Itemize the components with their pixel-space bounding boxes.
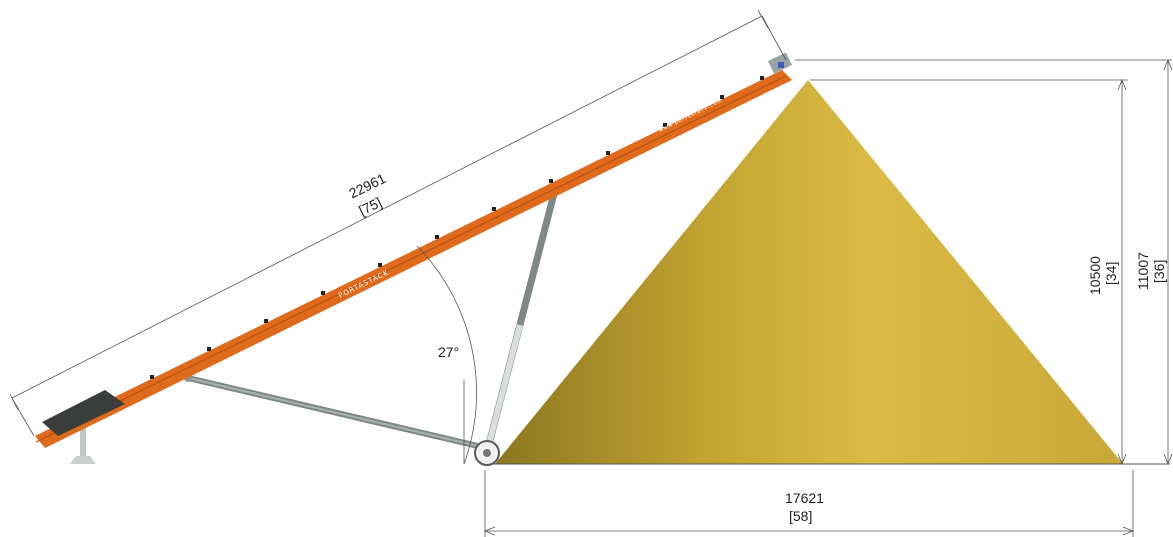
support-frame: [184, 182, 560, 452]
angle-label: 27°: [438, 344, 459, 360]
diameter-dimension: [483, 470, 1135, 537]
discharge-height-mm-label: 11007: [1135, 252, 1151, 290]
jack-stand: [70, 428, 96, 464]
pile-height-ft-label: [34]: [1103, 262, 1119, 285]
stockpile: [495, 80, 1123, 464]
discharge-height-ft-label: [36]: [1151, 260, 1167, 283]
height-dimensions: [795, 58, 1173, 466]
pile-height-mm-label: 10500: [1087, 256, 1103, 295]
idlers: [150, 76, 764, 379]
wheel: [474, 440, 500, 466]
feed-hopper: [42, 390, 125, 436]
length-dimension: [9, 9, 787, 437]
length-mm-label: 22961: [346, 170, 388, 202]
diameter-ft-label: [58]: [789, 508, 812, 524]
angle-dimension: [416, 245, 477, 465]
diameter-mm-label: 17621: [785, 490, 824, 506]
